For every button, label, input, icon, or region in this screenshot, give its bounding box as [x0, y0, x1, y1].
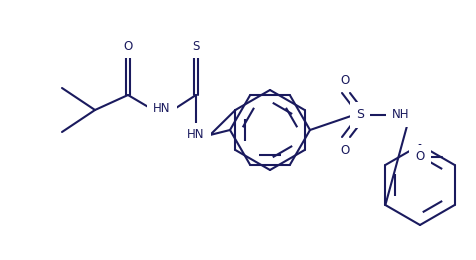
Text: O: O [340, 74, 350, 87]
Text: O: O [123, 40, 133, 53]
Text: HN: HN [153, 101, 171, 114]
Text: NH: NH [392, 108, 409, 121]
Text: S: S [192, 40, 200, 53]
Text: O: O [416, 151, 425, 164]
Text: S: S [356, 108, 364, 121]
Text: O: O [340, 144, 350, 157]
Text: HN: HN [187, 128, 205, 141]
